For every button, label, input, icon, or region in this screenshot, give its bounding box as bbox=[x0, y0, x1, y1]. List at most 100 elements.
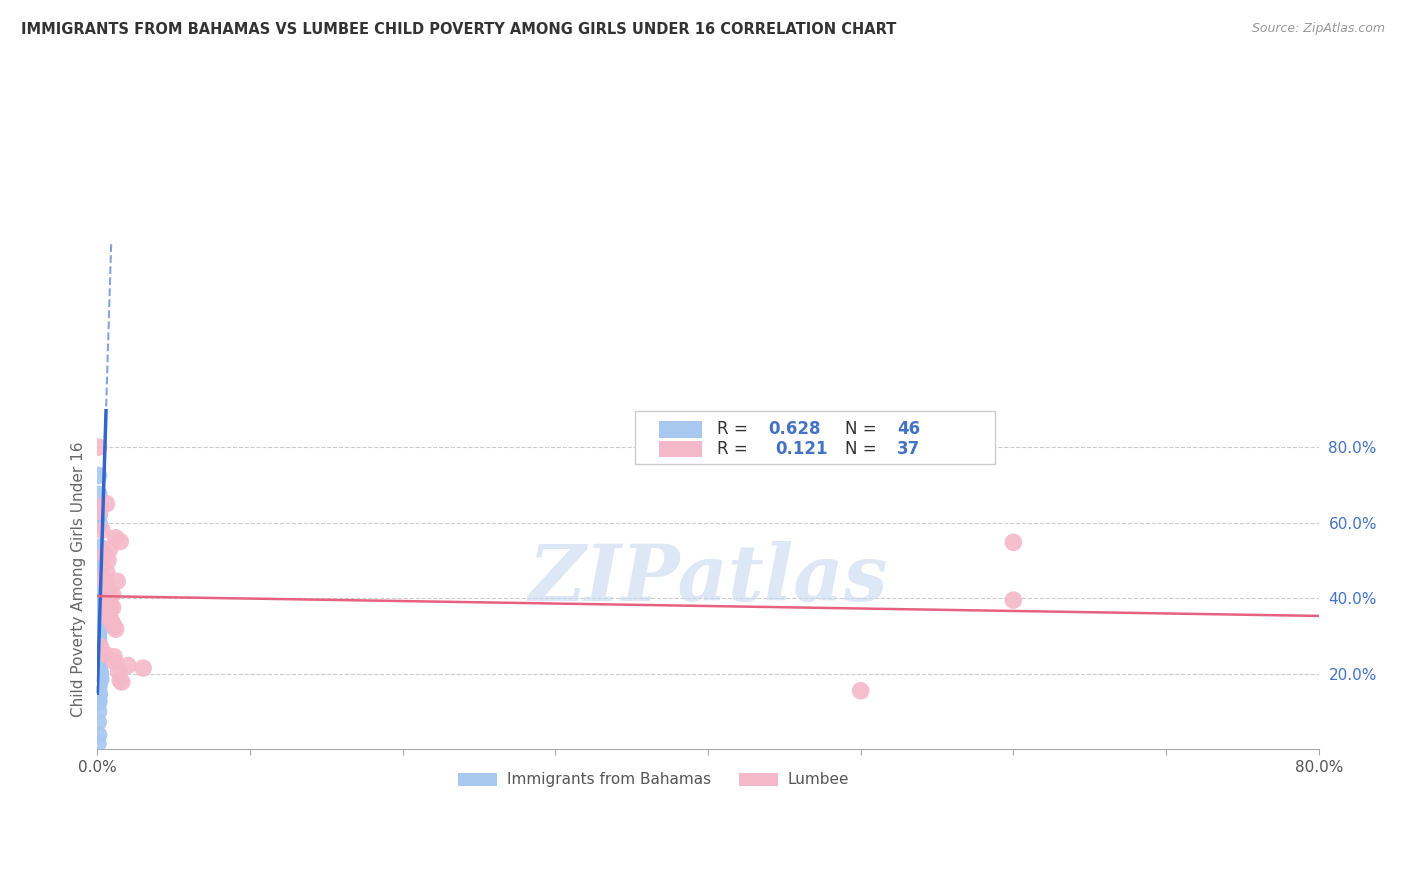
Point bbox=[89, 688, 111, 702]
Point bbox=[87, 487, 110, 501]
Point bbox=[87, 658, 110, 673]
Point bbox=[103, 619, 125, 633]
Point bbox=[96, 609, 118, 624]
Point bbox=[87, 665, 110, 680]
Point bbox=[89, 517, 111, 532]
Y-axis label: Child Poverty Among Girls Under 16: Child Poverty Among Girls Under 16 bbox=[72, 442, 86, 717]
Point bbox=[98, 597, 121, 611]
Point bbox=[97, 583, 120, 598]
Point bbox=[96, 565, 118, 579]
Point bbox=[87, 671, 110, 685]
Text: N =: N = bbox=[845, 440, 882, 458]
Point bbox=[87, 504, 110, 518]
Text: Immigrants from Bahamas: Immigrants from Bahamas bbox=[506, 772, 710, 787]
Point bbox=[87, 690, 110, 705]
Point bbox=[89, 677, 111, 691]
Point bbox=[87, 612, 110, 626]
Point bbox=[89, 608, 111, 623]
Point bbox=[87, 619, 110, 633]
Point bbox=[89, 500, 111, 515]
Point bbox=[93, 572, 115, 586]
Point bbox=[101, 616, 124, 631]
Point bbox=[87, 682, 110, 697]
Point bbox=[87, 595, 110, 609]
Point bbox=[89, 668, 111, 682]
Point bbox=[87, 674, 110, 689]
Point bbox=[89, 540, 111, 554]
Point bbox=[87, 440, 110, 454]
Point bbox=[89, 665, 111, 679]
Text: Source: ZipAtlas.com: Source: ZipAtlas.com bbox=[1251, 22, 1385, 36]
Point bbox=[87, 705, 110, 719]
Point bbox=[849, 683, 872, 698]
Point bbox=[87, 600, 110, 615]
Point bbox=[94, 647, 117, 661]
Point bbox=[107, 665, 129, 679]
Point bbox=[87, 693, 110, 707]
Point bbox=[87, 630, 110, 644]
Point bbox=[104, 531, 127, 545]
Point bbox=[89, 567, 111, 582]
Point bbox=[90, 673, 112, 687]
Point bbox=[90, 523, 112, 537]
Point bbox=[87, 655, 110, 669]
Point bbox=[100, 613, 122, 627]
FancyBboxPatch shape bbox=[634, 411, 995, 464]
Point bbox=[110, 534, 132, 549]
Point bbox=[104, 622, 127, 636]
Text: Lumbee: Lumbee bbox=[787, 772, 849, 787]
Point bbox=[87, 728, 110, 742]
Point bbox=[87, 643, 110, 657]
Point bbox=[111, 675, 134, 690]
Point bbox=[132, 661, 155, 675]
Point bbox=[97, 593, 120, 607]
Point bbox=[87, 651, 110, 665]
Point bbox=[1002, 593, 1025, 607]
Point bbox=[1002, 535, 1025, 549]
Point bbox=[103, 655, 125, 669]
Text: R =: R = bbox=[717, 420, 752, 438]
Point bbox=[98, 542, 121, 557]
Text: ZIPatlas: ZIPatlas bbox=[529, 541, 887, 617]
Point bbox=[87, 633, 110, 648]
Point bbox=[90, 557, 112, 571]
Point bbox=[87, 737, 110, 751]
Text: 37: 37 bbox=[897, 440, 921, 458]
FancyBboxPatch shape bbox=[458, 773, 496, 786]
Point bbox=[87, 715, 110, 730]
Point bbox=[97, 553, 120, 567]
Point bbox=[87, 668, 110, 682]
Text: 46: 46 bbox=[897, 420, 921, 438]
Point bbox=[101, 600, 124, 615]
Point bbox=[87, 685, 110, 699]
Point bbox=[87, 695, 110, 709]
Point bbox=[89, 551, 111, 566]
FancyBboxPatch shape bbox=[738, 773, 778, 786]
Point bbox=[110, 673, 132, 688]
Point bbox=[87, 624, 110, 638]
Point bbox=[96, 578, 118, 592]
Point bbox=[105, 574, 128, 589]
FancyBboxPatch shape bbox=[659, 421, 702, 438]
Point bbox=[87, 640, 110, 655]
Text: N =: N = bbox=[845, 420, 882, 438]
Point bbox=[87, 585, 110, 599]
Point bbox=[101, 587, 124, 601]
Text: IMMIGRANTS FROM BAHAMAS VS LUMBEE CHILD POVERTY AMONG GIRLS UNDER 16 CORRELATION: IMMIGRANTS FROM BAHAMAS VS LUMBEE CHILD … bbox=[21, 22, 897, 37]
Point bbox=[98, 604, 121, 618]
Text: 0.628: 0.628 bbox=[768, 420, 820, 438]
Point bbox=[96, 497, 118, 511]
Point bbox=[89, 508, 111, 522]
FancyBboxPatch shape bbox=[659, 441, 702, 457]
Text: R =: R = bbox=[717, 440, 758, 458]
Point bbox=[87, 680, 110, 694]
Point bbox=[89, 640, 111, 654]
Point bbox=[103, 649, 125, 664]
Point bbox=[117, 658, 139, 673]
Point bbox=[89, 615, 111, 630]
Point bbox=[87, 637, 110, 651]
Point bbox=[94, 548, 117, 562]
Point bbox=[87, 647, 110, 661]
Point bbox=[87, 662, 110, 676]
Text: 0.121: 0.121 bbox=[775, 440, 828, 458]
